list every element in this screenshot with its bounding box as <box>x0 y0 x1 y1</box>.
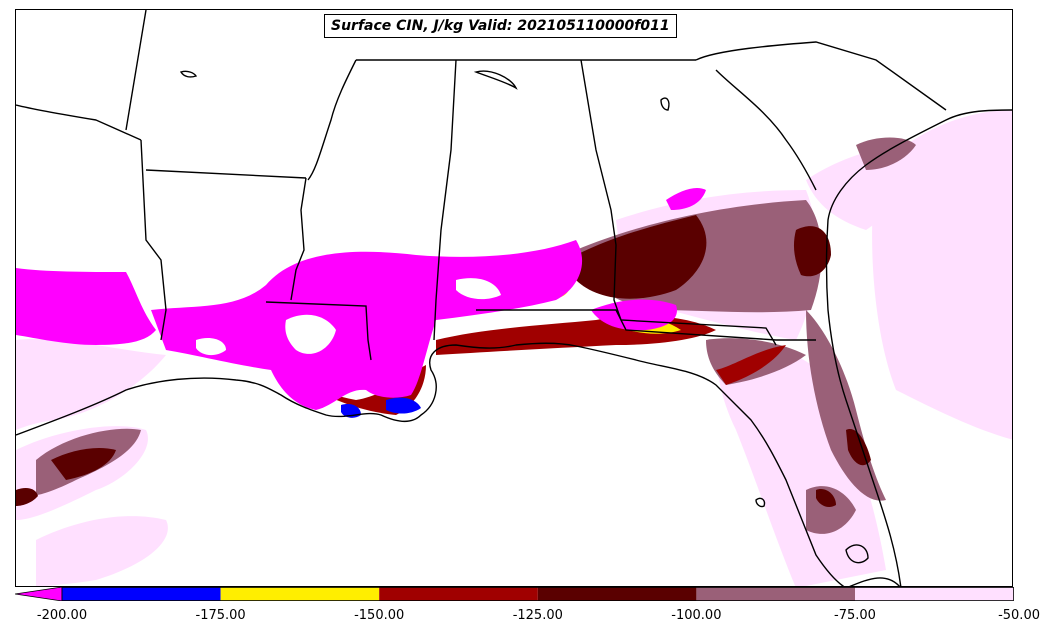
border-ms-west <box>290 177 307 301</box>
colorbar-bin-4 <box>537 587 697 601</box>
border-ok <box>16 104 142 141</box>
lake-fl <box>755 497 766 508</box>
cin-darkred-gulf <box>51 448 116 480</box>
map-frame <box>15 9 1013 587</box>
colorbar-tick-label: -100.00 <box>671 608 722 623</box>
lake-3 <box>660 97 670 111</box>
cin-map <box>16 10 1012 586</box>
colorbar-bin-1 <box>62 587 221 601</box>
geo-lines <box>16 10 1012 586</box>
cin-light-gulf-south <box>36 516 168 586</box>
cin-darkred-gulf2 <box>16 488 38 506</box>
cin-red-band-al <box>436 315 716 355</box>
cin-light-atlantic <box>872 110 1012 440</box>
cin-light-florida <box>716 346 886 586</box>
colorbar-bin-6 <box>855 587 1014 601</box>
border-tn-north <box>307 59 357 181</box>
border-ga-sc <box>715 69 817 191</box>
lake-2 <box>473 70 518 90</box>
cin-magenta-ga <box>591 299 677 331</box>
cin-blue-la <box>386 397 421 414</box>
border-ga-fl <box>620 319 816 341</box>
cin-magenta-ga-north <box>666 188 706 210</box>
colorbar-tick-label: -75.00 <box>834 608 876 623</box>
cin-red-band-fl <box>716 345 786 385</box>
border-ar-la <box>145 169 307 179</box>
colorbar-tick-label: -175.00 <box>195 608 246 623</box>
border-nc-sc <box>695 41 947 111</box>
colorbar-tick-label: -125.00 <box>512 608 563 623</box>
cin-field <box>16 110 1012 586</box>
lake-1 <box>179 70 198 78</box>
colorbar-outline <box>61 587 1014 601</box>
atlantic-coastline <box>825 109 1012 586</box>
border-la-ms <box>265 301 372 361</box>
map-title: Surface CIN, J/kg Valid: 202105110000f01… <box>324 14 677 38</box>
colorbar-bin-2 <box>220 587 380 601</box>
cin-darkred-coast <box>793 226 831 277</box>
colorbar-tick-label: -200.00 <box>36 608 88 623</box>
cin-magenta-tx <box>16 268 156 345</box>
colorbar-bin-3 <box>379 587 538 601</box>
cin-light-sc <box>806 145 916 230</box>
border-ar-north <box>125 10 147 131</box>
gulf-coastline <box>16 342 845 586</box>
colorbar-tick-label: -50.00 <box>998 608 1040 623</box>
cin-darkred-ga <box>576 215 707 299</box>
colorbar-tick-label: -150.00 <box>354 608 405 623</box>
cin-white-pockets <box>196 278 501 356</box>
cin-light-gulf-west <box>16 338 166 430</box>
cin-darkred-fl2 <box>816 489 836 508</box>
colorbar-bin-5 <box>696 587 855 601</box>
colorbar-extend-below <box>15 587 63 601</box>
border-al-ga <box>580 59 622 321</box>
border-ms-al <box>433 59 457 341</box>
colorbar <box>15 587 1014 601</box>
lake-okeechobee <box>845 544 869 564</box>
border-tx-la <box>140 139 167 341</box>
